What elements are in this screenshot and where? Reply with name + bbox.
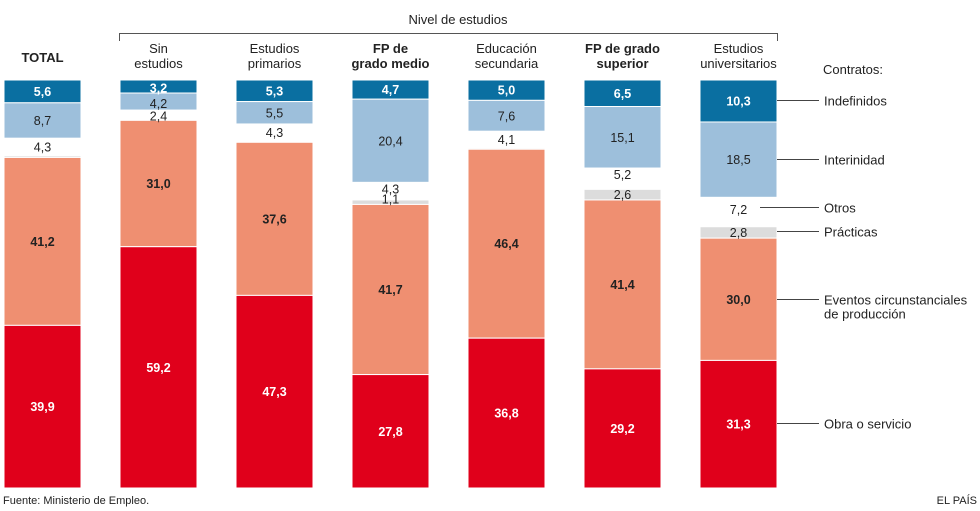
- data-label: 36,8: [494, 407, 518, 421]
- category-label: primarios: [248, 56, 302, 71]
- data-label: 37,6: [262, 212, 286, 226]
- data-label: 20,4: [378, 134, 402, 148]
- data-label: 4,7: [382, 83, 399, 97]
- category-label: grado medio: [351, 56, 429, 71]
- segment-interinidad: [351, 98, 430, 183]
- data-label: 15,1: [610, 131, 634, 145]
- segment-obra-servicio: [583, 368, 662, 489]
- category-label: FP de: [373, 41, 408, 56]
- data-label: 4,1: [498, 133, 515, 147]
- segment-eventos: [351, 203, 430, 376]
- data-label: 3,2: [150, 82, 167, 96]
- segment-eventos: [119, 119, 198, 248]
- segment-otros: [699, 196, 778, 228]
- segment-obra-servicio: [351, 374, 430, 489]
- data-label: 2,6: [614, 188, 631, 202]
- category-label: Estudios: [250, 41, 300, 56]
- category-label: FP de grado: [585, 41, 660, 56]
- category-label: Sin: [149, 41, 168, 56]
- legend-label: de producción: [824, 307, 906, 322]
- legend-title: Contratos:: [823, 62, 883, 77]
- segment-obra-servicio: [235, 294, 314, 489]
- group-bracket: [119, 33, 778, 41]
- segment-obra-servicio: [119, 246, 198, 489]
- category-label: secundaria: [475, 56, 539, 71]
- legend-label: Obra o servicio: [824, 417, 911, 432]
- source-note: Fuente: Ministerio de Empleo.: [3, 495, 149, 507]
- segment-eventos: [583, 199, 662, 370]
- data-label: 46,4: [494, 237, 518, 251]
- category-label: universitarios: [700, 56, 777, 71]
- data-label: 47,3: [262, 385, 286, 399]
- data-label: 18,5: [726, 153, 750, 167]
- legend-label: Indefinidos: [824, 94, 887, 109]
- data-label: 10,3: [726, 94, 750, 108]
- segment-interinidad: [3, 102, 82, 139]
- credit: EL PAÍS: [937, 494, 977, 507]
- data-label: 5,2: [614, 168, 631, 182]
- group-title: Nivel de estudios: [409, 12, 508, 27]
- category-label: estudios: [134, 56, 183, 71]
- category-label: TOTAL: [21, 50, 63, 65]
- legend-label: Interinidad: [824, 153, 885, 168]
- data-label: 59,2: [146, 361, 170, 375]
- data-label: 41,2: [30, 235, 54, 249]
- data-label: 31,0: [146, 177, 170, 191]
- legend-label: Eventos circunstanciales: [824, 293, 968, 308]
- data-label: 8,7: [34, 114, 51, 128]
- category-label: Educación: [476, 41, 537, 56]
- category-label: superior: [596, 56, 648, 71]
- segment-obra-servicio: [3, 324, 82, 489]
- data-label: 5,0: [498, 84, 515, 98]
- data-label: 7,2: [730, 203, 747, 217]
- legend-label: Prácticas: [824, 225, 878, 240]
- data-label: 31,3: [726, 418, 750, 432]
- segment-eventos: [235, 141, 314, 296]
- segment-interinidad: [467, 99, 546, 132]
- segment-eventos: [3, 156, 82, 326]
- data-label: 30,0: [726, 293, 750, 307]
- data-label: 29,2: [610, 422, 634, 436]
- data-label: 7,6: [498, 109, 515, 123]
- data-label: 1,1: [382, 192, 399, 206]
- data-label: 41,4: [610, 278, 634, 292]
- data-label: 41,7: [378, 283, 402, 297]
- data-label: 4,3: [34, 141, 51, 155]
- segment-indefinidos: [583, 79, 662, 108]
- segment-indefinidos: [699, 79, 778, 123]
- data-label: 4,2: [150, 97, 167, 111]
- segment-eventos: [699, 237, 778, 361]
- data-label: 4,3: [266, 126, 283, 140]
- data-label: 4,3: [382, 182, 399, 196]
- data-label: 5,3: [266, 84, 283, 98]
- legend-label: Otros: [824, 201, 856, 216]
- category-label: Estudios: [714, 41, 764, 56]
- data-label: 27,8: [378, 425, 402, 439]
- segment-obra-servicio: [699, 359, 778, 489]
- data-label: 39,9: [30, 400, 54, 414]
- data-label: 6,5: [614, 87, 631, 101]
- segment-interinidad: [583, 106, 662, 169]
- data-label: 5,5: [266, 106, 283, 120]
- data-label: 2,4: [150, 109, 167, 123]
- segment-obra-servicio: [467, 337, 546, 489]
- data-label: 5,6: [34, 85, 51, 99]
- data-label: 2,8: [730, 226, 747, 240]
